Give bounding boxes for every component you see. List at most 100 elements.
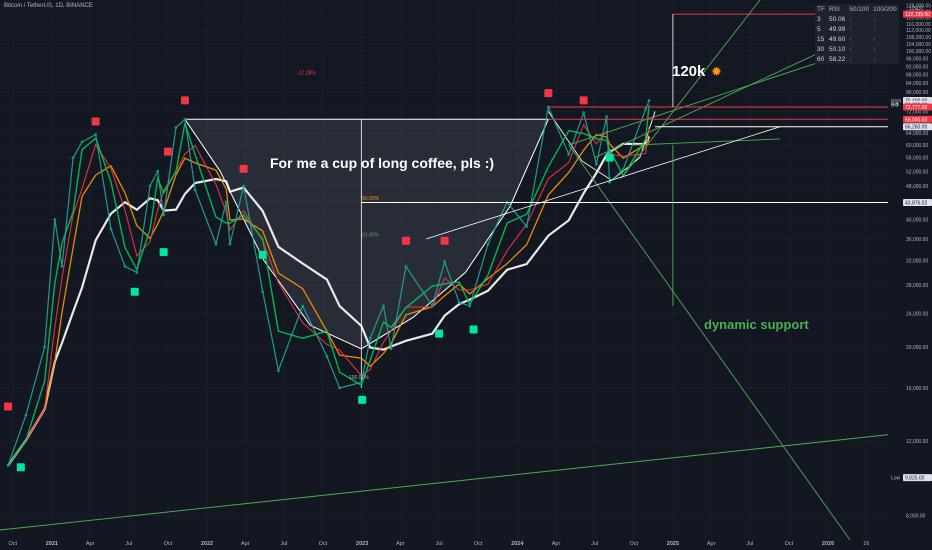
y-tick-label: 112,000.00 bbox=[906, 28, 931, 34]
chart-grid bbox=[0, 0, 888, 540]
support-annotation: dynamic support bbox=[704, 317, 809, 332]
x-tick-label: Apr bbox=[241, 541, 250, 547]
price-point bbox=[404, 264, 408, 268]
sun-icon: ✹ bbox=[711, 64, 722, 79]
price-point bbox=[156, 169, 160, 173]
y-tick-label: 88,000.00 bbox=[906, 73, 928, 79]
rsi-row: 15 49.60 ↑ ↑ bbox=[815, 34, 899, 44]
price-point bbox=[368, 336, 372, 340]
x-tick-label: 2021 bbox=[46, 541, 58, 547]
price-point bbox=[608, 180, 611, 184]
x-tick-label: Oct bbox=[319, 541, 328, 547]
price-point bbox=[644, 107, 648, 111]
arrow-up-icon: ↑ bbox=[873, 15, 877, 23]
sell-signal-icon bbox=[440, 236, 449, 245]
x-tick-label: Jul bbox=[280, 541, 287, 547]
currency-label: USDT bbox=[910, 6, 924, 12]
support-extension-line bbox=[633, 138, 781, 146]
price-label-bg bbox=[903, 10, 932, 18]
price-point bbox=[301, 304, 305, 308]
price-point bbox=[430, 304, 434, 308]
price-point bbox=[359, 380, 363, 384]
price-point bbox=[214, 242, 218, 246]
price-label-bg bbox=[903, 103, 932, 111]
arrow-up-icon: ↑ bbox=[849, 35, 853, 43]
price-labels: 122,199.50High76,400.00Ask74,900.01Bid74… bbox=[891, 10, 932, 482]
arrow-up-icon: ↑ bbox=[849, 25, 853, 33]
x-tick-label: Jul bbox=[591, 541, 598, 547]
price-point bbox=[43, 345, 47, 349]
price-label-prefix: Low bbox=[891, 476, 901, 482]
y-tick-label: 28,000.00 bbox=[906, 283, 928, 289]
price-point bbox=[486, 242, 490, 246]
rsi-header-50-100: 50/100 bbox=[849, 5, 870, 13]
price-point bbox=[443, 260, 447, 264]
fib-label: -27.28% bbox=[297, 71, 316, 77]
price-point bbox=[647, 99, 651, 102]
y-tick-label: 92,000.00 bbox=[906, 64, 928, 70]
x-tick-label: Apr bbox=[396, 541, 405, 547]
price-point bbox=[183, 117, 187, 121]
rsi-table-header: TF RSI 50/100 100/200 bbox=[815, 4, 899, 14]
price-point bbox=[224, 200, 228, 204]
x-tick-label: Jul bbox=[746, 541, 753, 547]
price-point bbox=[261, 290, 265, 294]
price-label: 122,199.50 bbox=[903, 10, 932, 18]
arrow-up-icon: ↑ bbox=[873, 25, 877, 33]
sell-signal-icon bbox=[91, 117, 100, 126]
y-tick-label: 32,000.00 bbox=[906, 259, 928, 265]
price-point bbox=[605, 115, 608, 119]
price-point bbox=[621, 168, 625, 171]
target-annotation: 120k bbox=[672, 63, 706, 80]
price-label-bg bbox=[903, 115, 932, 123]
fib-labels: -27.28% 50.00% 61.80% 100.00% bbox=[297, 71, 380, 381]
price-point bbox=[277, 369, 280, 372]
y-tick-label: 108,000.00 bbox=[906, 35, 931, 41]
price-label-text: 73,777.00 bbox=[905, 105, 927, 111]
price-point bbox=[60, 264, 64, 268]
price-point bbox=[546, 105, 550, 109]
ma-red bbox=[7, 123, 650, 466]
rsi-tf: 30 bbox=[817, 45, 825, 53]
price-point bbox=[338, 386, 342, 390]
x-tick-label: 16 bbox=[863, 541, 869, 547]
price-label: 43,876.02 bbox=[903, 199, 932, 207]
time-axis[interactable]: Oct 2021 Apr Jul Oct 2022 Apr Jul Oct 2023 Apr Jul O… bbox=[8, 541, 869, 547]
chart-title-annotation: For me a cup of long coffee, pls :) bbox=[270, 155, 495, 171]
rsi-row: 5 49.99 ↑ ↑ bbox=[815, 24, 899, 34]
fib-label: 100.00% bbox=[349, 375, 369, 381]
x-tick-label: Oct bbox=[630, 541, 639, 547]
price-point bbox=[53, 218, 57, 221]
rsi-tf: 15 bbox=[817, 35, 825, 43]
moving-averages bbox=[7, 104, 651, 467]
fib-label: 50.00% bbox=[362, 196, 380, 202]
sell-signal-icon bbox=[401, 236, 410, 245]
rsi-tf: 5 bbox=[817, 25, 821, 33]
y-tick-label: 64,000.00 bbox=[906, 131, 928, 137]
x-tick-label: Oct bbox=[474, 541, 483, 547]
arrow-up-icon: ↑ bbox=[873, 45, 877, 53]
rsi-tf: 3 bbox=[817, 15, 821, 23]
y-tick-label: 24,000.00 bbox=[906, 311, 928, 317]
symbol-label: Bitcoin / TetherUS, 1D, BINANCE bbox=[4, 3, 93, 9]
lower-trend-line bbox=[426, 126, 781, 240]
buy-signal-icon bbox=[159, 248, 168, 257]
rsi-table: TF RSI 50/100 100/200 3 50.06 ↑ ↑ 5 49.99 ↑ ↑ … bbox=[815, 4, 899, 64]
price-label-prefix: Ask bbox=[891, 102, 900, 108]
y-tick-label: 84,000.00 bbox=[906, 81, 928, 87]
rsi-row: 3 50.06 ↑ ↑ bbox=[815, 14, 899, 24]
price-label-prefix: Bid bbox=[891, 102, 898, 108]
price-point bbox=[457, 300, 461, 304]
rsi-row: 30 50.10 ↑ ↑ bbox=[815, 44, 899, 54]
price-point bbox=[6, 464, 10, 467]
price-label: Low 9,825.00 bbox=[891, 474, 932, 482]
arrow-up-icon: ↑ bbox=[849, 55, 853, 63]
x-tick-label: Jul bbox=[125, 541, 132, 547]
price-axis[interactable]: 128,000.00124,000.00120,000.00116,000.00… bbox=[888, 0, 932, 550]
y-tick-label: 128,000.00 bbox=[906, 4, 931, 10]
rsi-value: 50.06 bbox=[828, 15, 846, 23]
price-point bbox=[71, 156, 75, 160]
price-point bbox=[24, 413, 28, 417]
buy-signal-icon bbox=[605, 153, 614, 162]
